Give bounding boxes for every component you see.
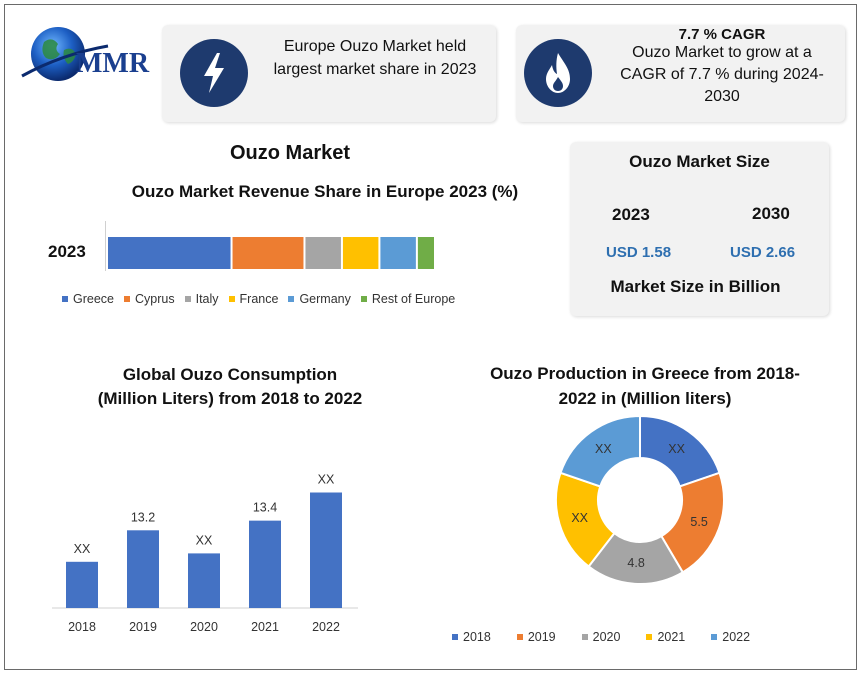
legend-swatch <box>184 296 191 302</box>
share-chart-category: 2023 <box>48 242 86 261</box>
donut-slice-2022 <box>559 414 641 488</box>
market-size-value-2023: USD 1.58 <box>606 244 672 261</box>
market-size-value-2030: USD 2.66 <box>730 244 796 261</box>
market-size-card: Ouzo Market Size 2023 2030 USD 1.58 USD … <box>570 142 829 316</box>
infographic-frame <box>4 4 857 670</box>
consumption-tick-2019: 2019 <box>129 620 157 634</box>
highlight-card-cagr: 7.7 % CAGR Ouzo Market to grow at a CAGR… <box>516 25 845 122</box>
cagr-heading: 7.7 % CAGR <box>678 26 766 43</box>
legend-label: Cyprus <box>135 292 175 306</box>
consumption-data-label-2021: 13.4 <box>253 501 277 515</box>
donut-data-label-2019: 5.5 <box>690 515 707 529</box>
legend-label: Greece <box>73 292 114 306</box>
production-chart-legend: 2018 2019 2020 2021 2022 <box>452 630 776 644</box>
lightning-icon-badge <box>180 39 248 107</box>
legend-item-2020: 2020 <box>581 630 621 644</box>
market-size-year-2030: 2030 <box>752 204 790 223</box>
legend-swatch <box>711 634 718 640</box>
share-segment-germany <box>380 237 416 269</box>
legend-swatch <box>62 296 68 302</box>
donut-data-label-2021: XX <box>571 511 588 525</box>
legend-label: Italy <box>195 292 219 306</box>
legend-item-italy: Italy <box>184 292 219 306</box>
donut-data-label-2022: XX <box>595 442 612 456</box>
highlight-card-share: Europe Ouzo Market held largest market s… <box>162 25 496 122</box>
legend-label: 2019 <box>527 630 556 644</box>
legend-swatch <box>124 296 130 302</box>
consumption-tick-2021: 2021 <box>251 620 279 634</box>
consumption-data-label-2018: XX <box>74 542 91 556</box>
highlight-share-line1: Europe Ouzo Market held <box>283 38 467 55</box>
cagr-line3: 2030 <box>704 88 740 105</box>
consumption-data-label-2022: XX <box>318 473 335 487</box>
legend-swatch <box>646 634 653 640</box>
lightning-icon <box>204 53 224 93</box>
legend-label: 2022 <box>722 630 751 644</box>
market-size-year-2023: 2023 <box>612 205 650 224</box>
share-chart-axis <box>105 221 106 271</box>
highlight-share-line2: largest market share in 2023 <box>273 61 477 78</box>
legend-swatch <box>452 634 458 640</box>
flame-icon-badge <box>524 39 592 107</box>
consumption-tick-2020: 2020 <box>190 620 218 634</box>
legend-label: 2021 <box>657 630 686 644</box>
legend-item-germany: Germany <box>288 292 351 306</box>
legend-label: Germany <box>299 292 351 306</box>
share-segment-italy <box>305 237 341 269</box>
consumption-bar-2018 <box>66 561 98 608</box>
flame-icon <box>546 53 570 93</box>
consumption-tick-2018: 2018 <box>68 620 96 634</box>
production-chart-title-line2: 2022 in (Million liters) <box>558 389 732 408</box>
legend-swatch <box>288 296 295 302</box>
legend-item-2018: 2018 <box>452 630 491 644</box>
legend-item-2019: 2019 <box>516 630 556 644</box>
donut-data-label-2018: XX <box>668 442 685 456</box>
share-bar-chart <box>108 237 434 269</box>
brand-name: MMR <box>76 48 150 79</box>
legend-item-2021: 2021 <box>646 630 685 644</box>
share-chart-legend: Greece Cyprus Italy France Germany Rest of Eu… <box>62 292 465 306</box>
brand-logo: MMR <box>14 20 164 90</box>
donut-slice-2019 <box>660 471 725 574</box>
legend-item-greece: Greece <box>62 292 114 306</box>
consumption-tick-2022: 2022 <box>312 620 340 634</box>
consumption-bar-2022 <box>310 492 342 608</box>
share-segment-greece <box>108 237 231 269</box>
legend-item-cyprus: Cyprus <box>124 292 175 306</box>
production-donut-chart: XX 5.5 4.8 XX XX <box>555 414 725 585</box>
consumption-bar-2021 <box>249 520 281 608</box>
share-segment-france <box>342 237 379 269</box>
legend-swatch <box>228 296 235 302</box>
globe-icon <box>21 27 109 81</box>
consumption-data-label-2019: 13.2 <box>131 510 155 524</box>
consumption-chart-title-line2: (Million Liters) from 2018 to 2022 <box>97 389 363 408</box>
consumption-chart-title-line1: Global Ouzo Consumption <box>122 365 338 384</box>
production-chart-title-line1: Ouzo Production in Greece from 2018- <box>490 364 800 383</box>
legend-swatch <box>360 296 367 302</box>
consumption-data-label-2020: XX <box>196 533 213 547</box>
legend-item-rest-of-europe: Rest of Europe <box>360 292 456 306</box>
legend-item-2022: 2022 <box>711 630 750 644</box>
cagr-line1: Ouzo Market to grow at a <box>632 44 812 61</box>
share-segment-cyprus <box>232 237 304 269</box>
share-chart-title: Ouzo Market Revenue Share in Europe 2023… <box>131 182 519 201</box>
consumption-bar-2020 <box>188 553 220 608</box>
legend-label: Rest of Europe <box>371 292 456 306</box>
legend-swatch <box>581 634 588 640</box>
market-size-title: Ouzo Market Size <box>629 152 770 171</box>
consumption-bar-chart: XX 2018 13.2 2019 XX 2020 13.4 2021 XX 2022 <box>52 473 358 634</box>
cagr-line2: CAGR of 7.7 % during 2024- <box>620 66 824 83</box>
legend-swatch <box>516 634 523 640</box>
share-segment-rest-of-europe <box>417 237 434 269</box>
legend-label: 2018 <box>463 630 491 644</box>
main-title: Ouzo Market <box>229 142 351 164</box>
market-size-footer: Market Size in Billion <box>610 277 781 296</box>
legend-label: France <box>239 292 279 306</box>
consumption-bar-2019 <box>127 530 159 608</box>
legend-label: 2020 <box>592 630 621 644</box>
donut-data-label-2020: 4.8 <box>627 556 644 570</box>
legend-item-france: France <box>228 292 279 306</box>
